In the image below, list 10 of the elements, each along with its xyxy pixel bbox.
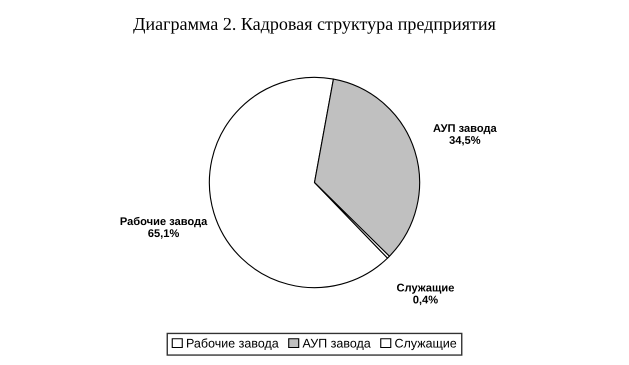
data-label: 34,5% — [449, 136, 480, 146]
legend-label: АУП завода — [302, 338, 371, 350]
slice-label: Рабочие завода — [120, 216, 208, 228]
legend-label: Рабочие завода — [187, 338, 279, 350]
slice-label: Служащие — [396, 284, 454, 294]
data-label: 65,1% — [148, 229, 180, 239]
legend-label: Служащие — [395, 338, 456, 350]
slice-label: АУП завода — [433, 124, 497, 134]
data-label: 0,4% — [413, 296, 438, 306]
chart-title: Диаграмма 2. Кадровая структура предприятия — [133, 18, 496, 34]
